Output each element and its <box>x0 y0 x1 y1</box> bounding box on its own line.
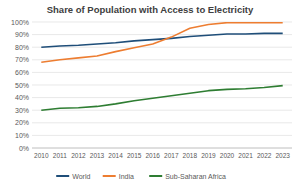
x-tick-label: 2020 <box>220 152 235 159</box>
y-tick-label: 0% <box>19 145 29 152</box>
y-axis <box>32 22 33 148</box>
grid-line <box>32 85 292 86</box>
grid-line <box>32 122 292 123</box>
x-axis <box>32 148 292 149</box>
legend-label: World <box>72 173 90 180</box>
legend-label: Sub-Saharan Africa <box>165 173 226 180</box>
legend-swatch <box>149 175 162 177</box>
x-tick-label: 2015 <box>127 152 142 159</box>
grid-line <box>32 110 292 111</box>
legend-label: India <box>119 173 134 180</box>
x-tick-label: 2014 <box>108 152 123 159</box>
y-tick-label: 50% <box>15 82 29 89</box>
x-tick-label: 2022 <box>257 152 272 159</box>
x-tick-label: 2016 <box>145 152 160 159</box>
x-tick-label: 2011 <box>53 152 67 159</box>
legend-swatch <box>103 175 116 177</box>
chart: Share of Population with Access to Elect… <box>0 0 300 186</box>
legend-swatch <box>56 175 69 177</box>
y-tick-label: 20% <box>15 119 29 126</box>
y-tick-label: 60% <box>15 69 29 76</box>
y-tick-label: 70% <box>15 56 29 63</box>
y-tick-label: 10% <box>15 132 29 139</box>
title: Share of Population with Access to Elect… <box>47 4 254 15</box>
y-tick-label: 80% <box>15 44 29 51</box>
x-tick-label: 2010 <box>34 152 49 159</box>
x-tick-label: 2017 <box>164 152 179 159</box>
x-tick-label: 2013 <box>90 152 105 159</box>
x-tick-label: 2012 <box>71 152 86 159</box>
y-tick-label: 90% <box>15 31 29 38</box>
grid-line <box>32 135 292 136</box>
y-tick-label: 30% <box>15 107 29 114</box>
x-tick-label: 2018 <box>183 152 198 159</box>
grid-line <box>32 148 292 149</box>
x-tick-label: 2021 <box>238 152 253 159</box>
series-line <box>41 86 282 111</box>
plot-area <box>41 23 282 111</box>
x-tick-label: 2019 <box>201 152 216 159</box>
y-tick-label: 40% <box>15 94 29 101</box>
grid-line <box>32 47 292 48</box>
x-tick-label: 2023 <box>275 152 290 159</box>
y-tick-label: 100% <box>11 19 29 26</box>
grid-line <box>32 72 292 73</box>
series-line <box>41 23 282 63</box>
